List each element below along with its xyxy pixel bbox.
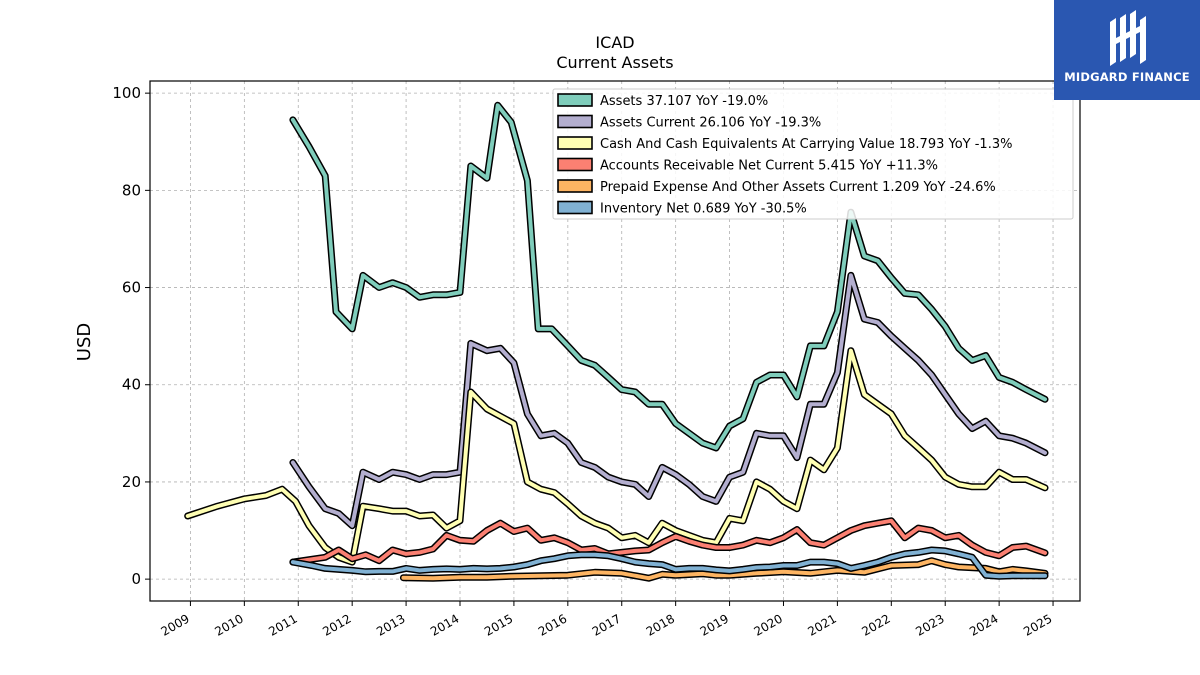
x-tick-label: 2015 bbox=[482, 611, 515, 638]
legend-item: Cash And Cash Equivalents At Carrying Va… bbox=[557, 136, 1012, 152]
series-line bbox=[185, 348, 1047, 565]
series-2 bbox=[184, 347, 1049, 566]
series-3 bbox=[289, 517, 1049, 566]
brand-name: MIDGARD FINANCE bbox=[1064, 70, 1190, 84]
x-tick-label: 2012 bbox=[320, 611, 353, 638]
legend-item: Accounts Receivable Net Current 5.415 Yo… bbox=[557, 157, 938, 174]
legend-swatch bbox=[557, 200, 593, 215]
legend-label: Assets Current 26.106 YoY -19.3% bbox=[600, 116, 821, 131]
series-0 bbox=[289, 101, 1049, 452]
plot-frame bbox=[149, 80, 1081, 602]
legend-box bbox=[552, 88, 1074, 220]
x-tick-label: 2017 bbox=[590, 611, 623, 638]
x-tick-label: 2009 bbox=[158, 611, 191, 638]
chart-subtitle: Current Assets bbox=[556, 53, 673, 72]
legend-item: Assets 37.107 YoY -19.0% bbox=[557, 93, 768, 109]
x-tick-label: 2010 bbox=[212, 611, 245, 638]
series-line bbox=[290, 103, 1047, 450]
x-tick-label: 2013 bbox=[374, 611, 407, 638]
x-tick-label: 2016 bbox=[536, 611, 569, 638]
series-5 bbox=[289, 546, 1049, 580]
series-lines bbox=[184, 101, 1049, 582]
legend-swatch bbox=[557, 114, 593, 129]
legend-swatch bbox=[557, 157, 593, 172]
legend-label: Assets 37.107 YoY -19.0% bbox=[600, 94, 768, 109]
x-tick-label: 2020 bbox=[752, 611, 785, 638]
x-tick-label: 2011 bbox=[266, 611, 299, 638]
y-tick-label: 40 bbox=[122, 376, 141, 394]
x-tick-label: 2014 bbox=[428, 611, 461, 638]
series-line bbox=[290, 548, 1047, 579]
x-tick-label: 2021 bbox=[805, 611, 838, 638]
x-tick-label: 2018 bbox=[644, 611, 677, 638]
y-tick-label: 0 bbox=[131, 570, 141, 588]
y-axis-label: USD bbox=[74, 323, 95, 361]
x-tick-label: 2022 bbox=[859, 611, 892, 638]
x-tick-label: 2024 bbox=[967, 611, 1000, 638]
legend-swatch bbox=[557, 93, 593, 107]
legend-item: Inventory Net 0.689 YoY -30.5% bbox=[557, 200, 807, 217]
legend-item: Prepaid Expense And Other Assets Current… bbox=[557, 179, 996, 195]
legend-item: Assets Current 26.106 YoY -19.3% bbox=[557, 114, 821, 131]
legend-swatch bbox=[557, 179, 593, 193]
series-4 bbox=[399, 557, 1049, 582]
brand-mark-icon bbox=[1110, 10, 1146, 66]
chart-title: ICAD bbox=[595, 33, 634, 52]
x-ticks: 2009 2010 2011 2012 2013 2014 2015 2016 2017 2018… bbox=[158, 601, 1055, 639]
y-tick-label: 80 bbox=[122, 181, 141, 199]
y-tick-label: 100 bbox=[112, 84, 141, 102]
legend-label: Accounts Receivable Net Current 5.415 Yo… bbox=[600, 159, 938, 174]
x-tick-label: 2025 bbox=[1021, 611, 1054, 638]
legend: Assets 37.107 YoY -19.0% Assets Current 2… bbox=[552, 88, 1074, 220]
legend-label: Prepaid Expense And Other Assets Current… bbox=[600, 180, 996, 195]
brand-logo: MIDGARD FINANCE bbox=[1054, 0, 1200, 100]
series-line bbox=[290, 518, 1047, 565]
legend-label: Inventory Net 0.689 YoY -30.5% bbox=[600, 202, 807, 217]
x-tick-label: 2019 bbox=[698, 611, 731, 638]
series-1 bbox=[289, 271, 1049, 530]
legend-swatch bbox=[557, 136, 593, 150]
y-ticks: 0 20 40 60 80 100 bbox=[112, 84, 150, 588]
series-line bbox=[401, 558, 1047, 581]
y-tick-label: 60 bbox=[122, 279, 141, 297]
x-tick-label: 2023 bbox=[913, 611, 946, 638]
series-line bbox=[290, 273, 1047, 528]
y-tick-label: 20 bbox=[122, 473, 141, 491]
legend-label: Cash And Cash Equivalents At Carrying Va… bbox=[600, 137, 1012, 152]
